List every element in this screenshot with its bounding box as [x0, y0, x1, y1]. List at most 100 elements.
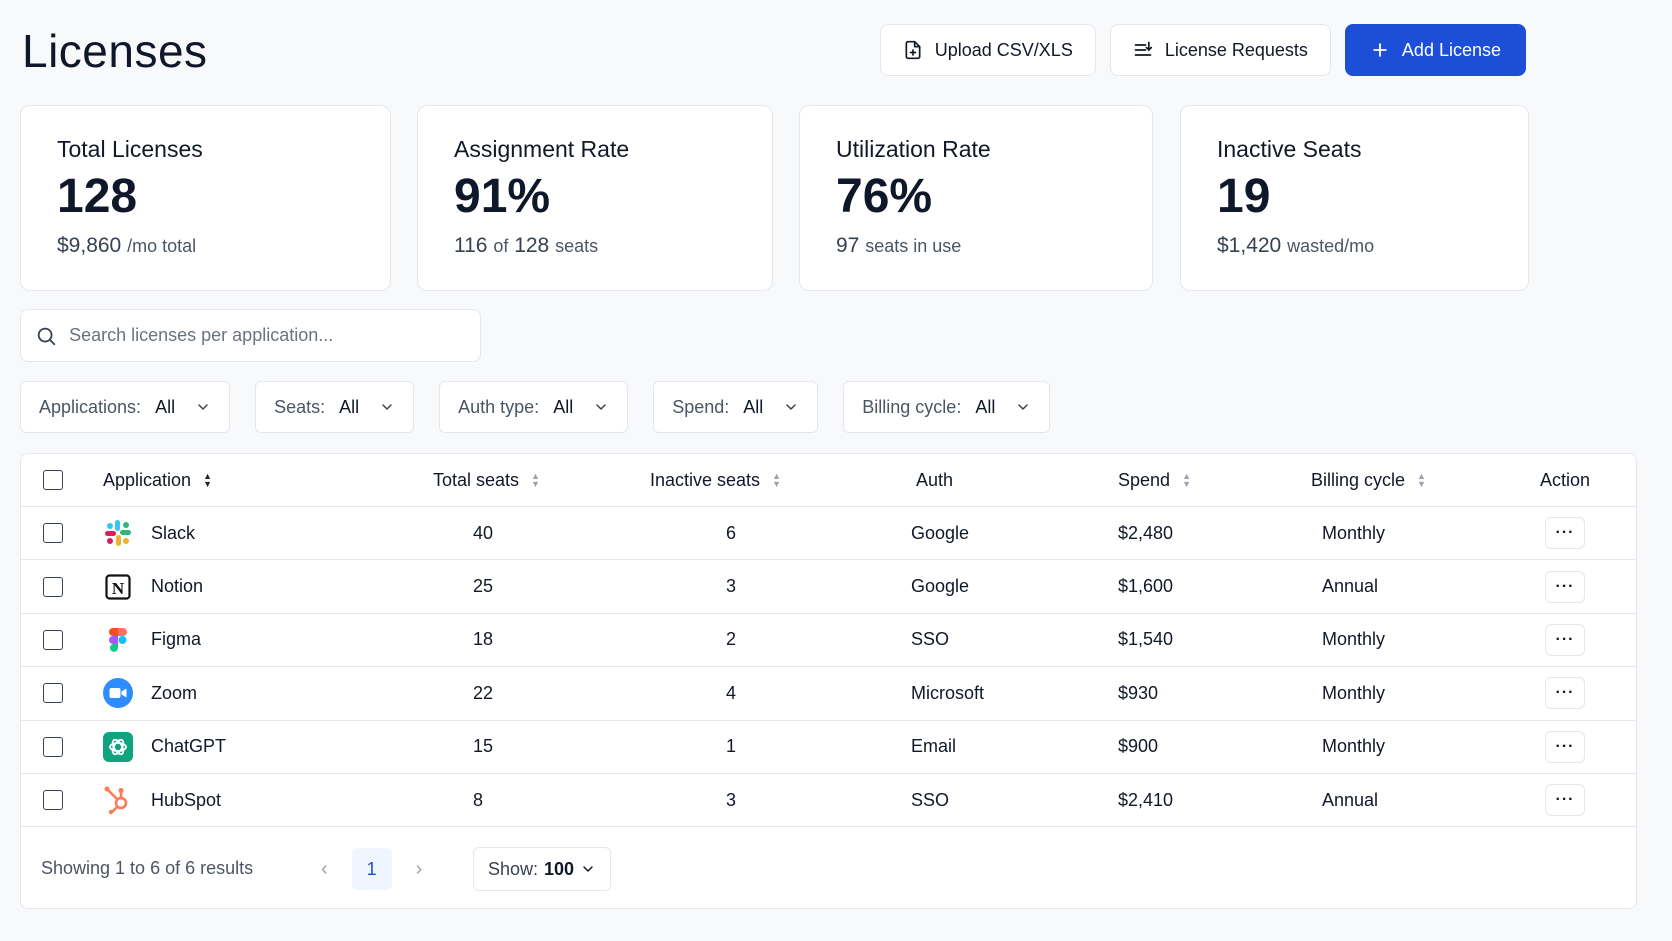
upload-csv-button[interactable]: Upload CSV/XLS: [879, 24, 1096, 76]
next-page-icon[interactable]: ›: [415, 857, 423, 880]
inactive-seats-cell: 4: [726, 682, 737, 703]
table-header: Application ▲ ▼ Total seats ▲ ▼ Inactive s…: [21, 454, 1636, 507]
select-all-checkbox[interactable]: [43, 470, 63, 490]
application-name: Slack: [151, 522, 196, 543]
row-actions-button[interactable]: ···: [1545, 570, 1585, 603]
stat-sub: $9,860 /mo total: [57, 234, 354, 258]
action-cell: ···: [1545, 614, 1585, 666]
chatgpt-icon: [103, 731, 133, 762]
auth-cell: Email: [911, 736, 957, 757]
search-box[interactable]: [20, 309, 481, 362]
row-select-cell: [43, 774, 63, 826]
billing-cycle-cell: Annual: [1322, 576, 1379, 597]
filter-value: All: [975, 396, 996, 417]
column-header-auth: Auth: [916, 454, 953, 506]
filter-value: All: [155, 396, 176, 417]
stat-value: 76%: [836, 170, 933, 223]
table-row: HubSpot 8 3 SSO $2,410 Annual ···: [21, 774, 1636, 828]
row-checkbox[interactable]: [43, 523, 63, 544]
filter-value: All: [339, 396, 360, 417]
filter-applications[interactable]: Applications: All: [20, 381, 231, 433]
license-requests-button[interactable]: License Requests: [1109, 24, 1331, 76]
action-cell: ···: [1545, 667, 1585, 719]
stat-value: 128: [57, 170, 138, 223]
prev-page-icon[interactable]: ‹: [321, 857, 328, 880]
billing-cycle-cell: Monthly: [1322, 522, 1386, 543]
notion-icon: N: [103, 572, 133, 602]
table-row: Figma 18 2 SSO $1,540 Monthly ···: [21, 614, 1636, 668]
billing-cycle-cell: Monthly: [1322, 682, 1386, 703]
row-checkbox[interactable]: [43, 576, 63, 597]
page-size-label: Show:: [488, 858, 539, 879]
search-icon: [37, 327, 56, 345]
spend-cell: $900: [1118, 736, 1159, 757]
page-title: Licenses: [22, 25, 208, 77]
action-cell: ···: [1545, 560, 1585, 612]
filter-seats[interactable]: Seats: All: [255, 381, 415, 433]
stat-sub-main: 116: [454, 233, 488, 257]
filter-spend[interactable]: Spend: All: [653, 381, 819, 433]
column-header-action: Action: [1540, 454, 1590, 506]
upload-csv-label: Upload CSV/XLS: [934, 39, 1073, 60]
row-checkbox[interactable]: [43, 790, 63, 811]
table-footer: Showing 1 to 6 of 6 results ‹ 1 › Show: …: [21, 830, 1636, 908]
application-name: ChatGPT: [151, 736, 227, 757]
spend-cell: $2,480: [1118, 522, 1174, 543]
column-header-inactive-seats[interactable]: Inactive seats ▲ ▼: [650, 454, 781, 506]
column-header-application[interactable]: Application ▲ ▼: [103, 454, 212, 506]
row-actions-button[interactable]: ···: [1545, 623, 1585, 656]
spend-cell: $2,410: [1118, 789, 1174, 810]
top-actions: Upload CSV/XLS License Requests Add Lice…: [879, 24, 1526, 76]
stat-sub-main: 97: [836, 233, 860, 257]
row-checkbox[interactable]: [43, 629, 63, 650]
page-size-select[interactable]: Show: 100: [473, 847, 612, 891]
table-row: N Notion 25 3 Google $1,600 Annual ···: [21, 560, 1636, 614]
row-select-cell: [43, 560, 63, 612]
file-upload-icon: [905, 40, 921, 60]
chevron-down-icon: [596, 404, 606, 410]
row-checkbox[interactable]: [43, 683, 63, 704]
sort-icon: ▲ ▼: [203, 471, 212, 489]
auth-cell: Google: [911, 576, 970, 597]
total-seats-cell: 25: [473, 576, 494, 597]
row-actions-button[interactable]: ···: [1545, 784, 1585, 817]
billing-cycle-cell: Annual: [1322, 789, 1379, 810]
application-cell: ChatGPT: [103, 721, 226, 773]
sort-icon: ▲ ▼: [531, 471, 540, 489]
column-label: Total seats: [433, 469, 520, 490]
license-requests-label: License Requests: [1164, 39, 1308, 60]
stat-value: 91%: [454, 170, 551, 223]
column-header-total-seats[interactable]: Total seats ▲ ▼: [433, 454, 540, 506]
stat-label: Utilization Rate: [836, 136, 991, 162]
stat-card-inactive-seats: Inactive Seats 19 $1,420 wasted/mo: [1180, 105, 1529, 291]
search-input[interactable]: [69, 325, 466, 346]
page-number-current[interactable]: 1: [351, 848, 392, 890]
sort-icon: ▲ ▼: [772, 471, 781, 489]
column-header-spend[interactable]: Spend ▲ ▼: [1118, 454, 1191, 506]
row-select-cell: [43, 507, 63, 559]
column-header-billing-cycle[interactable]: Billing cycle ▲ ▼: [1311, 454, 1426, 506]
stat-sub-muted: wasted/mo: [1287, 235, 1375, 256]
filter-auth-type[interactable]: Auth type: All: [439, 381, 629, 433]
column-label: Spend: [1118, 469, 1171, 490]
table-row: ChatGPT 15 1 Email $900 Monthly ···: [21, 721, 1636, 774]
add-license-button[interactable]: Add License: [1344, 24, 1526, 76]
figma-icon: [103, 625, 133, 655]
stat-sub-mid2: 128: [514, 233, 550, 257]
row-actions-button[interactable]: ···: [1545, 730, 1585, 763]
column-label: Billing cycle: [1311, 469, 1406, 490]
filter-billing-cycle[interactable]: Billing cycle: All: [843, 381, 1051, 433]
select-all-cell: [43, 454, 63, 506]
row-actions-button[interactable]: ···: [1545, 517, 1585, 550]
application-name: Zoom: [151, 682, 198, 703]
stat-sub: 97 seats in use: [836, 234, 1116, 258]
stat-sub: 116 of 128 seats: [454, 234, 736, 258]
stat-value: 19: [1217, 170, 1271, 223]
row-checkbox[interactable]: [43, 736, 63, 757]
inactive-seats-cell: 1: [726, 736, 737, 757]
chevron-down-icon: [786, 404, 797, 410]
total-seats-cell: 22: [473, 682, 494, 703]
inactive-seats-cell: 3: [726, 789, 737, 810]
action-cell: ···: [1545, 507, 1585, 559]
row-actions-button[interactable]: ···: [1545, 677, 1585, 710]
